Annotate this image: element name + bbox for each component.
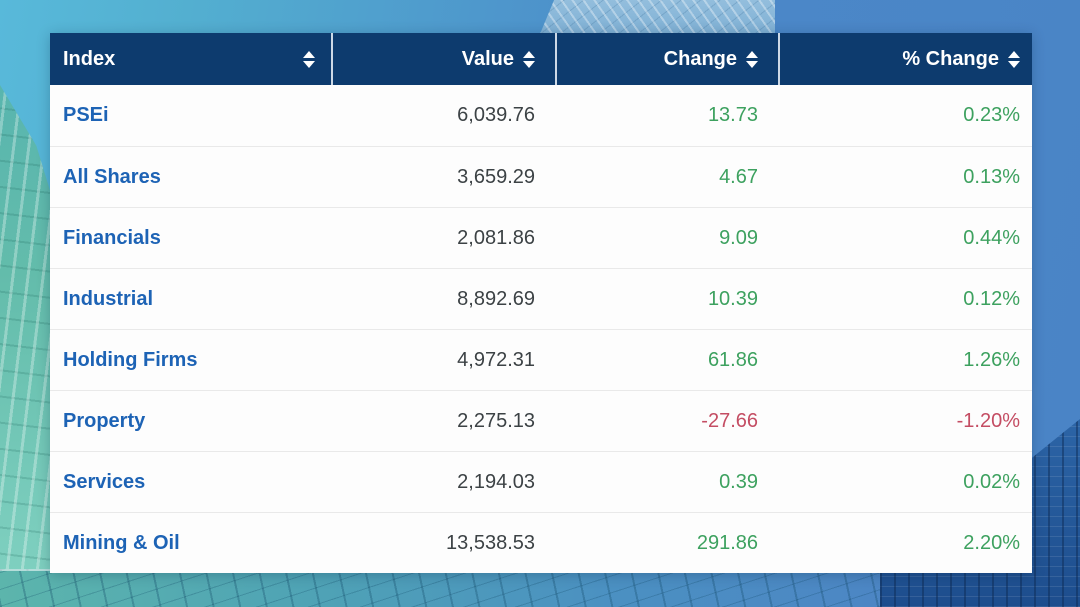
column-header-label: Value bbox=[461, 47, 514, 70]
index-pct-change: 0.02% bbox=[963, 470, 1020, 493]
market-index-table: Index Value Change % Change PSEi 6,039.7… bbox=[50, 33, 1032, 573]
index-change: -27.66 bbox=[701, 409, 758, 432]
column-header-pct-change[interactable]: % Change bbox=[778, 33, 1032, 85]
index-pct-change: 0.44% bbox=[963, 226, 1020, 249]
index-value: 4,972.31 bbox=[457, 348, 535, 371]
index-pct-change: 1.26% bbox=[963, 348, 1020, 371]
index-change: 10.39 bbox=[707, 287, 758, 310]
index-link[interactable]: Industrial bbox=[63, 287, 154, 310]
background-skyscraper bbox=[540, 0, 775, 34]
index-pct-change: 2.20% bbox=[963, 531, 1020, 554]
index-value: 13,538.53 bbox=[446, 531, 535, 554]
sort-icon[interactable] bbox=[746, 50, 758, 68]
column-header-value[interactable]: Value bbox=[331, 33, 555, 85]
index-change: 9.09 bbox=[719, 226, 758, 249]
index-link[interactable]: Holding Firms bbox=[63, 348, 198, 371]
table-row: Property 2,275.13 -27.66 -1.20% bbox=[50, 390, 1032, 451]
table-row: Mining & Oil 13,538.53 291.86 2.20% bbox=[50, 512, 1032, 573]
index-value: 3,659.29 bbox=[457, 165, 535, 188]
index-change: 0.39 bbox=[719, 470, 758, 493]
column-header-index[interactable]: Index bbox=[50, 33, 331, 85]
column-header-change[interactable]: Change bbox=[555, 33, 778, 85]
table-body: PSEi 6,039.76 13.73 0.23% All Shares 3,6… bbox=[50, 85, 1032, 573]
column-header-label: % Change bbox=[902, 47, 999, 70]
index-value: 6,039.76 bbox=[457, 104, 535, 126]
index-change: 291.86 bbox=[696, 531, 758, 554]
sort-icon[interactable] bbox=[303, 50, 315, 68]
index-change: 4.67 bbox=[719, 165, 758, 188]
index-pct-change: 0.23% bbox=[963, 104, 1020, 126]
index-change: 61.86 bbox=[707, 348, 758, 371]
sort-icon[interactable] bbox=[523, 50, 535, 68]
table-header-row: Index Value Change % Change bbox=[50, 33, 1032, 85]
index-link[interactable]: Mining & Oil bbox=[63, 531, 180, 554]
index-change: 13.73 bbox=[707, 104, 758, 126]
index-pct-change: -1.20% bbox=[956, 409, 1020, 432]
index-pct-change: 0.12% bbox=[963, 287, 1020, 310]
index-value: 8,892.69 bbox=[457, 287, 535, 310]
table-row: PSEi 6,039.76 13.73 0.23% bbox=[50, 85, 1032, 146]
table-row: All Shares 3,659.29 4.67 0.13% bbox=[50, 146, 1032, 207]
index-value: 2,194.03 bbox=[457, 470, 535, 493]
index-value: 2,275.13 bbox=[457, 409, 535, 432]
column-header-label: Change bbox=[663, 47, 737, 70]
index-link[interactable]: Property bbox=[63, 409, 146, 432]
index-link[interactable]: PSEi bbox=[63, 104, 109, 126]
table-row: Holding Firms 4,972.31 61.86 1.26% bbox=[50, 329, 1032, 390]
index-value: 2,081.86 bbox=[457, 226, 535, 249]
sort-icon[interactable] bbox=[1008, 50, 1020, 68]
column-header-label: Index bbox=[63, 47, 116, 70]
index-link[interactable]: Services bbox=[63, 470, 146, 493]
index-pct-change: 0.13% bbox=[963, 165, 1020, 188]
table-row: Financials 2,081.86 9.09 0.44% bbox=[50, 207, 1032, 268]
background-building-facade bbox=[0, 569, 880, 607]
table-row: Industrial 8,892.69 10.39 0.12% bbox=[50, 268, 1032, 329]
table-row: Services 2,194.03 0.39 0.02% bbox=[50, 451, 1032, 512]
index-link[interactable]: Financials bbox=[63, 226, 161, 249]
index-link[interactable]: All Shares bbox=[63, 165, 161, 188]
